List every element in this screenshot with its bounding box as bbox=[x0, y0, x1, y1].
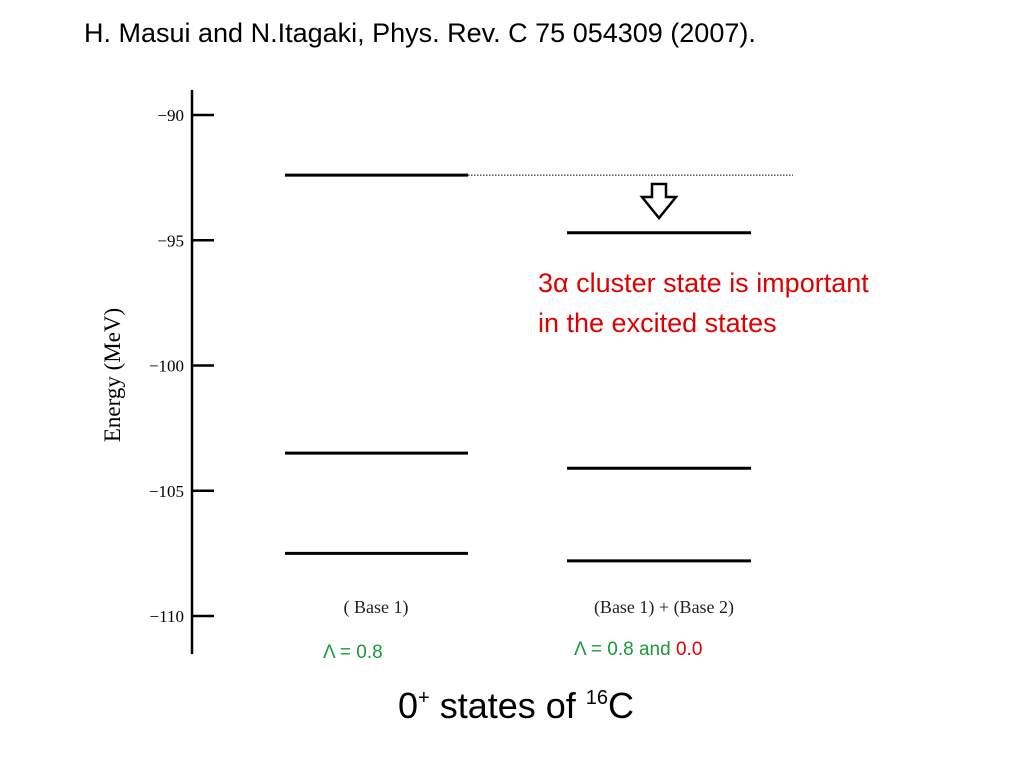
caption-sup-2: 16 bbox=[585, 687, 609, 709]
caption: 0+ states of 16C bbox=[398, 685, 634, 727]
column-label: (Base 1) + (Base 2) bbox=[594, 597, 734, 618]
energy-levels bbox=[285, 173, 793, 563]
y-axis: −90 −95 −100 −105 −110 Energy (MeV) bbox=[100, 90, 214, 654]
y-tick-label: −110 bbox=[150, 607, 184, 626]
column-labels: ( Base 1) (Base 1) + (Base 2) bbox=[344, 597, 735, 618]
annotation-line-2: in the excited states bbox=[538, 308, 777, 338]
column-label: ( Base 1) bbox=[344, 597, 409, 618]
caption-part-2: states of bbox=[429, 685, 586, 726]
down-arrow-icon bbox=[639, 182, 679, 220]
lambda-label-right: Λ = 0.8 and 0.0 bbox=[574, 639, 702, 661]
y-tick-label: −90 bbox=[157, 106, 184, 125]
lambda-right-green: Λ = 0.8 and bbox=[574, 639, 676, 660]
annotation-line-1: 3α cluster state is important bbox=[538, 268, 869, 298]
slide-title: H. Masui and N.Itagaki, Phys. Rev. C 75 … bbox=[84, 18, 756, 48]
lambda-label-left: Λ = 0.8 bbox=[323, 642, 383, 663]
caption-sup-1: + bbox=[418, 687, 430, 709]
y-tick-label: −95 bbox=[157, 231, 184, 250]
y-tick-label: −100 bbox=[149, 357, 184, 376]
caption-part-3: C bbox=[608, 685, 635, 726]
y-tick-label: −105 bbox=[149, 482, 184, 501]
annotation-text: 3α cluster state is important in the exc… bbox=[538, 263, 869, 343]
caption-part-1: 0 bbox=[398, 685, 419, 726]
lambda-right-red: 0.0 bbox=[675, 639, 703, 660]
y-axis-label: Energy (MeV) bbox=[100, 308, 125, 442]
